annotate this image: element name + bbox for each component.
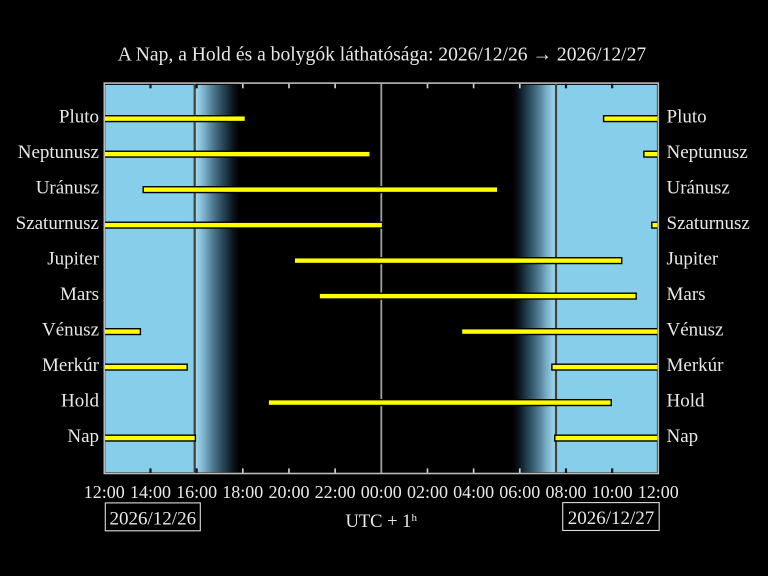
svg-text:Hold: Hold xyxy=(667,391,706,412)
svg-text:20:00: 20:00 xyxy=(268,482,309,502)
svg-text:Jupiter: Jupiter xyxy=(667,249,719,270)
svg-text:Uránusz: Uránusz xyxy=(36,178,99,199)
svg-text:Merkúr: Merkúr xyxy=(42,355,100,376)
svg-text:18:00: 18:00 xyxy=(222,482,263,502)
svg-text:Nap: Nap xyxy=(667,426,699,447)
svg-text:2026/12/27: 2026/12/27 xyxy=(568,508,655,529)
svg-text:UTC + 1h: UTC + 1h xyxy=(346,512,418,532)
svg-text:Pluto: Pluto xyxy=(59,107,99,128)
svg-text:10:00: 10:00 xyxy=(592,482,633,502)
svg-text:Neptunusz: Neptunusz xyxy=(18,142,99,163)
svg-text:Mars: Mars xyxy=(667,284,706,305)
svg-text:04:00: 04:00 xyxy=(453,482,494,502)
svg-text:Szaturnusz: Szaturnusz xyxy=(667,213,750,234)
svg-text:08:00: 08:00 xyxy=(545,482,586,502)
svg-text:Merkúr: Merkúr xyxy=(667,355,725,376)
svg-text:Mars: Mars xyxy=(60,284,99,305)
svg-text:2026/12/26: 2026/12/26 xyxy=(110,508,197,529)
svg-text:12:00: 12:00 xyxy=(638,482,679,502)
svg-text:Pluto: Pluto xyxy=(667,107,707,128)
svg-text:Hold: Hold xyxy=(61,391,100,412)
svg-text:Neptunusz: Neptunusz xyxy=(667,142,748,163)
svg-text:Vénusz: Vénusz xyxy=(667,320,724,341)
svg-text:06:00: 06:00 xyxy=(499,482,540,502)
svg-text:Szaturnusz: Szaturnusz xyxy=(16,213,99,234)
svg-text:Uránusz: Uránusz xyxy=(667,178,730,199)
svg-text:Vénusz: Vénusz xyxy=(42,320,99,341)
svg-text:22:00: 22:00 xyxy=(315,482,356,502)
svg-text:Nap: Nap xyxy=(67,426,99,447)
svg-text:A Nap, a Hold és a bolygók lát: A Nap, a Hold és a bolygók láthatósága: … xyxy=(118,45,647,66)
svg-text:02:00: 02:00 xyxy=(407,482,448,502)
svg-text:12:00: 12:00 xyxy=(84,482,125,502)
svg-text:00:00: 00:00 xyxy=(361,482,402,502)
svg-text:Jupiter: Jupiter xyxy=(47,249,99,270)
svg-text:16:00: 16:00 xyxy=(176,482,217,502)
svg-text:14:00: 14:00 xyxy=(130,482,171,502)
